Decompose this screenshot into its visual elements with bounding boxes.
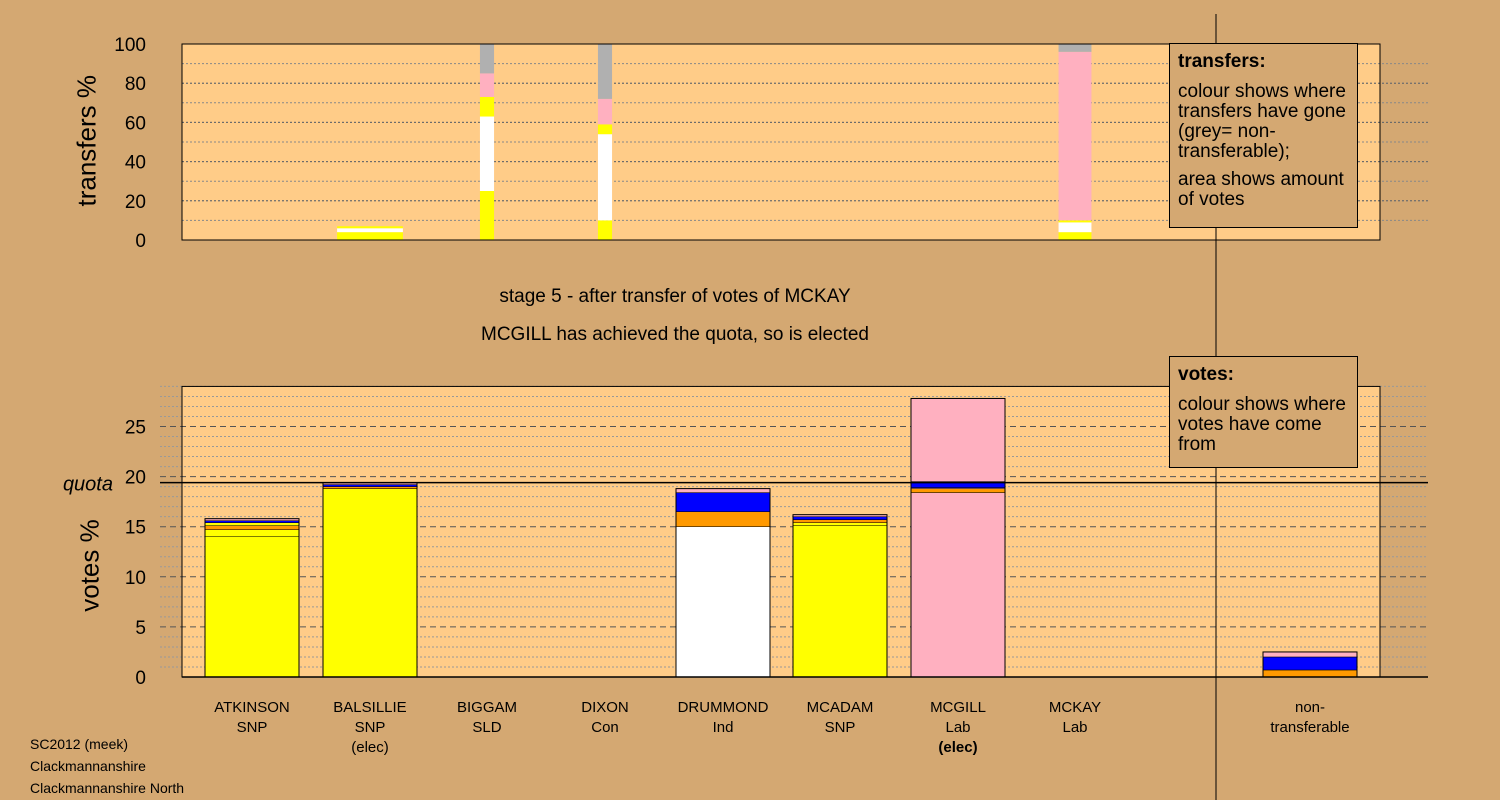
- candidate-status: (elec): [351, 739, 389, 756]
- votes-y-tick-label: 20: [125, 468, 146, 489]
- vote-bar-segment: [204, 525, 300, 530]
- votes-legend: votes: colour shows where votes have com…: [1169, 356, 1358, 468]
- votes-y-tick-label: 0: [135, 668, 146, 689]
- transfer-bar-segment: [479, 96, 495, 117]
- vote-bar-segment: [1262, 656, 1358, 671]
- transfer-bar-segment: [337, 226, 403, 229]
- footer-line-3: Clackmannanshire North: [30, 780, 185, 796]
- vote-bar-segment: [204, 520, 300, 523]
- vote-bar-segment: [910, 492, 1006, 678]
- candidate-name: BALSILLIE: [333, 699, 407, 716]
- transfer-bar-segment: [597, 44, 613, 99]
- candidate-name: ATKINSON: [214, 699, 290, 716]
- candidate-label-non: non-transferable: [1250, 698, 1370, 738]
- vote-bar-segment: [675, 526, 771, 678]
- transfers-y-tick-label: 40: [125, 153, 146, 174]
- candidate-name: BIGGAM: [456, 699, 517, 716]
- candidate-party: Ind: [712, 719, 734, 736]
- votes-y-tick-label: 15: [125, 518, 146, 539]
- transfers-y-axis-label: transfers %: [71, 75, 102, 207]
- transfer-bar-segment: [597, 98, 613, 125]
- candidate-party: SNP: [236, 719, 268, 736]
- vote-bar-segment: [204, 529, 300, 537]
- vote-bar-segment: [1262, 669, 1358, 678]
- candidate-name: MCADAM: [806, 699, 874, 716]
- candidate-party: SLD: [472, 719, 502, 736]
- transfer-bar-segment: [337, 232, 403, 240]
- candidate-label-drummond: DRUMMOND Ind: [663, 698, 783, 738]
- candidate-name: DIXON: [581, 699, 629, 716]
- stage-title: stage 5 - after transfer of votes of MCK…: [499, 286, 851, 307]
- transfers-legend: transfers: colour shows where transfers …: [1169, 43, 1358, 228]
- transfer-bar-segment: [1058, 222, 1092, 233]
- votes-legend-title: votes:: [1178, 364, 1234, 385]
- vote-bar-segment: [792, 522, 888, 526]
- vote-bar-segment: [910, 398, 1006, 482]
- candidate-label-mcadam: MCADAM SNP: [780, 698, 900, 738]
- candidate-name: MCKAY: [1048, 699, 1102, 716]
- vote-bar-segment: [792, 525, 888, 678]
- transfer-bar-segment: [479, 73, 495, 97]
- votes-y-tick-label: 10: [125, 568, 146, 589]
- candidate-party: SNP: [824, 719, 856, 736]
- transfers-legend-text-2: area shows amount of votes: [1178, 169, 1344, 210]
- transfers-y-tick-label: 20: [125, 192, 146, 213]
- vote-bar-segment: [1262, 651, 1358, 658]
- votes-y-axis-label: votes %: [74, 519, 105, 612]
- transfer-bar-segment: [1058, 44, 1092, 52]
- vote-bar-segment: [792, 516, 888, 520]
- vote-bar-segment: [204, 522, 300, 526]
- transfer-bar-segment: [337, 228, 403, 233]
- vote-bar-segment: [675, 492, 771, 512]
- candidate-party: Con: [591, 719, 619, 736]
- transfer-bar-segment: [597, 134, 613, 221]
- candidate-label-dixon: DIXON Con: [545, 698, 665, 738]
- candidate-name: DRUMMOND: [677, 699, 769, 716]
- transfers-y-tick-label: 60: [125, 113, 146, 134]
- candidate-label-biggam: BIGGAM SLD: [427, 698, 547, 738]
- transfer-bar-segment: [479, 191, 495, 240]
- transfers-plot-frame: [181, 43, 1381, 241]
- transfer-bar-segment: [479, 44, 495, 74]
- candidate-name: non-: [1294, 699, 1326, 716]
- vote-bar-segment: [675, 511, 771, 527]
- vote-bar-segment: [675, 488, 771, 493]
- transfers-y-tick-label: 80: [125, 74, 146, 95]
- vote-bar-segment: [322, 488, 418, 678]
- candidate-party: SNP: [354, 719, 386, 736]
- candidate-party: Lab: [945, 719, 971, 736]
- candidate-label-mckay: MCKAY Lab: [1015, 698, 1135, 738]
- quota-label: quota: [63, 474, 113, 496]
- transfers-legend-text-1: colour shows where transfers have gone (…: [1178, 81, 1346, 162]
- vote-bar-segment: [204, 536, 300, 678]
- transfers-y-tick-label: 100: [114, 35, 146, 56]
- candidate-name: MCGILL: [930, 699, 986, 716]
- votes-y-tick-label: 5: [135, 618, 146, 639]
- candidate-label-balsillie: BALSILLIE SNP (elec): [310, 698, 430, 758]
- transfer-bar-segment: [597, 220, 613, 240]
- votes-y-tick-label: 25: [125, 418, 146, 439]
- transfers-y-tick-label: 0: [135, 231, 146, 252]
- transfer-bar-segment: [1058, 220, 1092, 223]
- votes-legend-text: colour shows where votes have come from: [1178, 394, 1346, 455]
- stage-subtitle: MCGILL has achieved the quota, so is ele…: [481, 324, 869, 345]
- footer-line-2: Clackmannanshire: [30, 758, 146, 774]
- transfer-bar-segment: [1058, 232, 1092, 240]
- vote-bar-segment: [910, 488, 1006, 493]
- candidate-label-atkinson: ATKINSON SNP: [192, 698, 312, 738]
- transfer-bar-segment: [479, 116, 495, 191]
- candidate-label-mcgill: MCGILL Lab (elec): [898, 698, 1018, 758]
- candidate-party: Lab: [1062, 719, 1088, 736]
- transfer-bar-segment: [1058, 51, 1092, 221]
- footer-line-1: SC2012 (meek): [30, 736, 129, 752]
- vote-bar-segment: [792, 519, 888, 523]
- transfers-legend-title: transfers:: [1178, 51, 1266, 72]
- vote-bar-segment: [322, 486, 418, 489]
- candidate-party: transferable: [1270, 719, 1350, 736]
- vote-bar-segment: [322, 484, 418, 487]
- candidate-status: (elec): [938, 739, 978, 756]
- transfer-bar-segment: [597, 124, 613, 135]
